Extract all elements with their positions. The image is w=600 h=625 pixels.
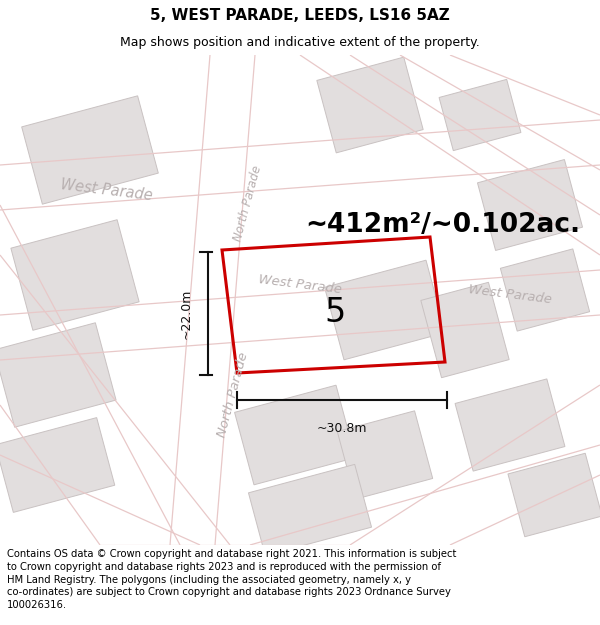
Text: North Parade: North Parade xyxy=(215,351,251,439)
Text: West Parade: West Parade xyxy=(257,274,343,296)
Text: Map shows position and indicative extent of the property.: Map shows position and indicative extent… xyxy=(120,36,480,49)
Polygon shape xyxy=(235,385,355,485)
Text: Contains OS data © Crown copyright and database right 2021. This information is : Contains OS data © Crown copyright and d… xyxy=(7,549,457,610)
Polygon shape xyxy=(337,411,433,499)
Polygon shape xyxy=(325,260,445,360)
Polygon shape xyxy=(22,96,158,204)
Polygon shape xyxy=(11,220,139,330)
Text: West Parade: West Parade xyxy=(60,177,154,203)
Polygon shape xyxy=(455,379,565,471)
Polygon shape xyxy=(478,159,583,251)
Text: ~22.0m: ~22.0m xyxy=(179,288,193,339)
Text: 5, WEST PARADE, LEEDS, LS16 5AZ: 5, WEST PARADE, LEEDS, LS16 5AZ xyxy=(150,8,450,23)
Polygon shape xyxy=(421,282,509,378)
Text: West Parade: West Parade xyxy=(467,284,553,306)
Text: ~412m²/~0.102ac.: ~412m²/~0.102ac. xyxy=(305,212,580,238)
Text: 5: 5 xyxy=(325,296,346,329)
Polygon shape xyxy=(0,418,115,512)
Polygon shape xyxy=(500,249,590,331)
Text: ~30.8m: ~30.8m xyxy=(317,422,367,435)
Text: North Parade: North Parade xyxy=(232,164,265,242)
Polygon shape xyxy=(508,453,600,537)
Polygon shape xyxy=(317,57,423,153)
Polygon shape xyxy=(0,322,116,428)
Polygon shape xyxy=(439,79,521,151)
Polygon shape xyxy=(248,464,371,556)
